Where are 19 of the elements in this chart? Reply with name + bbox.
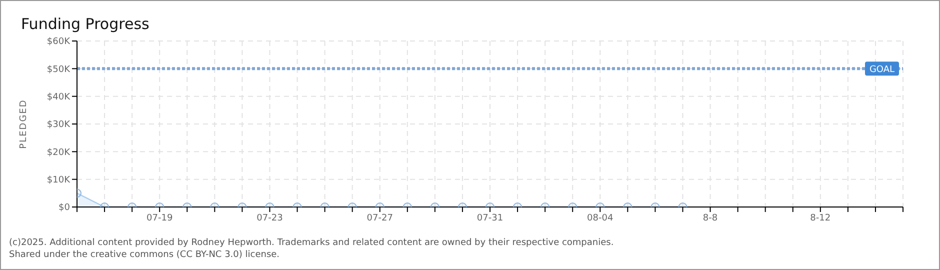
ref-line-label: GOAL <box>869 65 895 76</box>
x-tick-label: 8-8 <box>702 213 718 224</box>
y-axis-title: PLEDGED <box>19 99 30 149</box>
x-tick-label: 07-19 <box>146 213 173 224</box>
text: (c)2025. Additional content provided by Rodney Hepworth. Trademarks and related content are owned by their respective companies. <box>9 237 614 249</box>
y-tick-label: $40K <box>46 92 72 103</box>
chart-title: Funding Progress <box>21 15 150 33</box>
x-tick-label: 07-23 <box>256 213 283 224</box>
x-tick-label: 07-31 <box>476 213 504 224</box>
y-tick-label: $10K <box>46 176 72 186</box>
x-tick-label: 08-04 <box>587 213 614 224</box>
y-tick-label: $30K <box>46 120 72 130</box>
x-tick-label: 8-12 <box>810 213 831 224</box>
x-tick-label: 07-27 <box>366 213 393 224</box>
text: Shared under the creative commons (CC BY-NC 3.0) license. <box>9 249 281 261</box>
y-tick-label: $60K <box>46 37 72 48</box>
y-tick-label: $20K <box>46 148 72 158</box>
y-tick-label: $0 <box>58 203 70 214</box>
y-tick-label: $50K <box>46 64 72 75</box>
